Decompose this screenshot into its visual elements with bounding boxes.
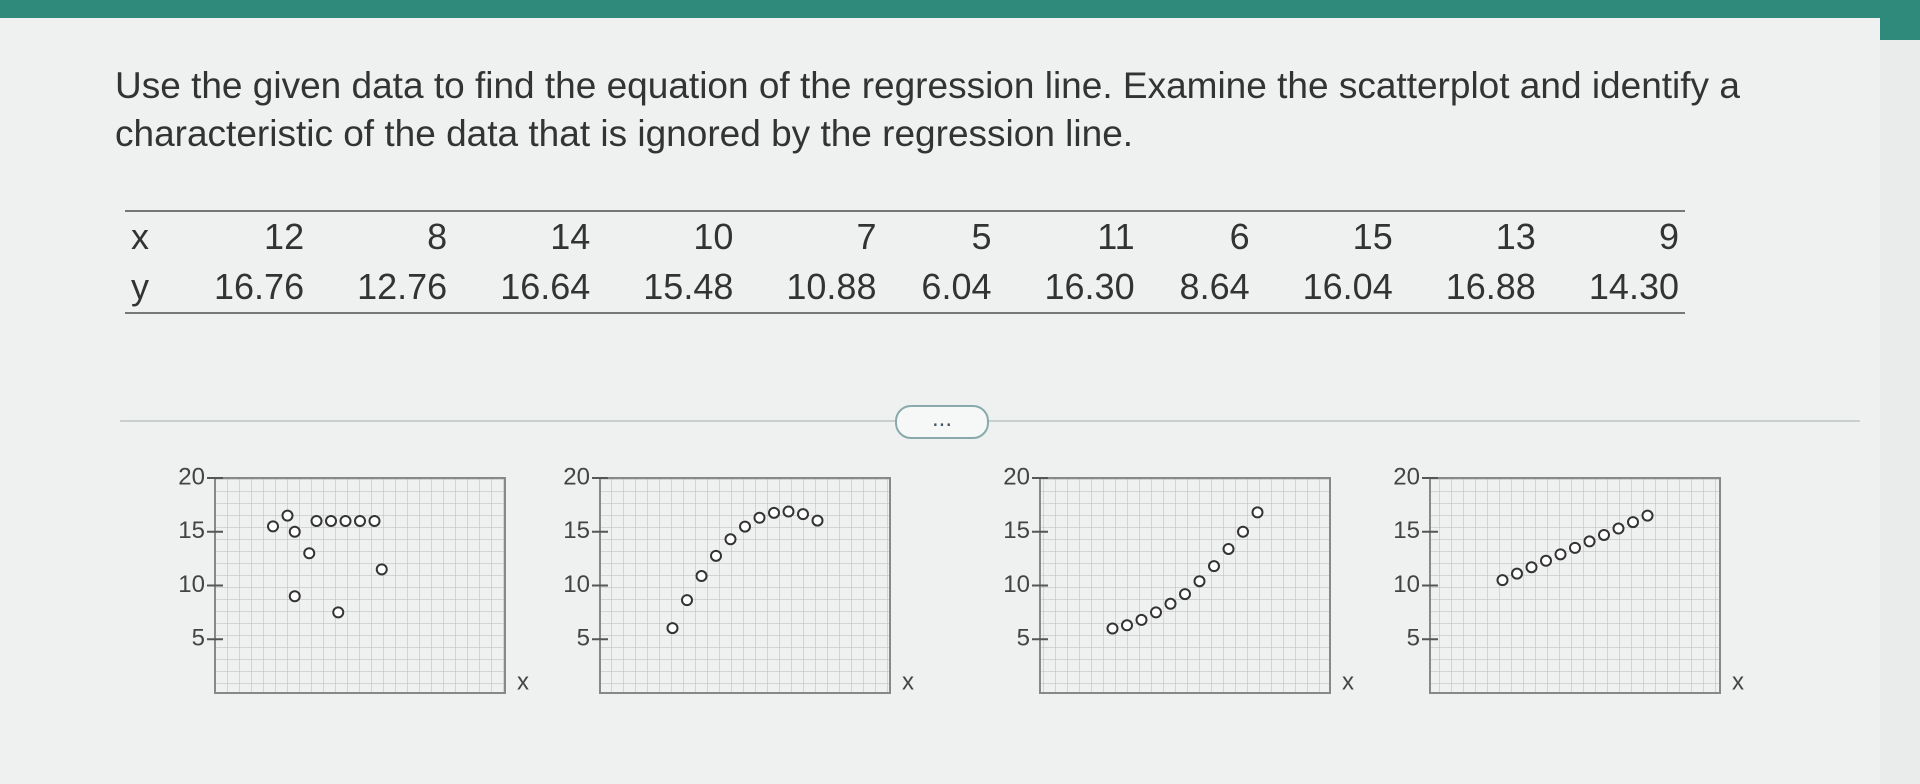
- separator: [120, 420, 1860, 422]
- y-value: 6.04: [921, 266, 992, 307]
- x-value: 13: [1495, 216, 1536, 257]
- y-value: 16.04: [1302, 266, 1393, 307]
- y-value: 16.88: [1445, 266, 1536, 307]
- y-value: 8.64: [1179, 266, 1250, 307]
- x-value: 6: [1229, 216, 1250, 257]
- x-value: 15: [1352, 216, 1393, 257]
- question-text: Use the given data to find the equation …: [115, 65, 1740, 154]
- y-value: 16.64: [500, 266, 591, 307]
- x-value: 9: [1658, 216, 1679, 257]
- y-label: y: [131, 266, 149, 307]
- x-value: 10: [693, 216, 734, 257]
- x-value: 11: [1097, 216, 1135, 257]
- y-value: 10.88: [786, 266, 877, 307]
- x-row: x 12 8 14 10 7 5 11 6 15 13 9: [125, 211, 1685, 262]
- x-value: 12: [264, 216, 305, 257]
- x-value: 14: [550, 216, 591, 257]
- x-value: 7: [856, 216, 877, 257]
- data-table: x 12 8 14 10 7 5 11 6 15 13 9 y 16.76 12.76 16.64 15.48…: [125, 210, 1685, 314]
- y-value: 15.48: [643, 266, 734, 307]
- y-value: 16.76: [214, 266, 305, 307]
- x-label: x: [131, 216, 149, 257]
- y-value: 12.76: [357, 266, 448, 307]
- x-value: 5: [971, 216, 992, 257]
- y-row: y 16.76 12.76 16.64 15.48 10.88 6.04 16.30 8.64 1…: [125, 262, 1685, 313]
- more-button[interactable]: ...: [895, 405, 989, 439]
- x-value: 8: [427, 216, 448, 257]
- y-value: 14.30: [1588, 266, 1679, 307]
- y-value: 16.30: [1044, 266, 1135, 307]
